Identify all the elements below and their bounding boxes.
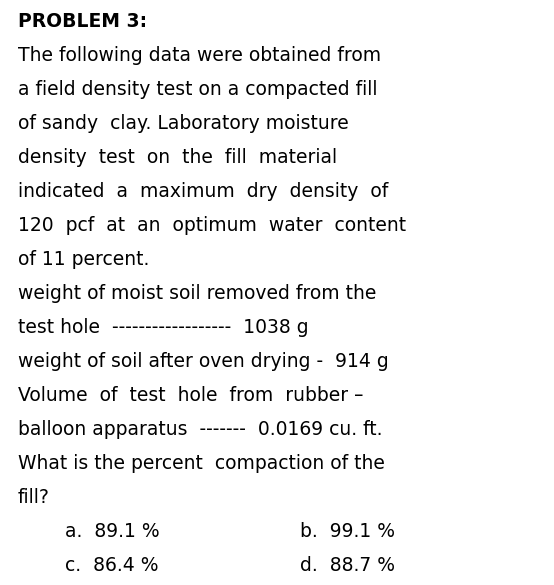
Text: d.  88.7 %: d. 88.7 % — [300, 556, 395, 575]
Text: density  test  on  the  fill  material: density test on the fill material — [18, 148, 337, 167]
Text: weight of soil after oven drying -  914 g: weight of soil after oven drying - 914 g — [18, 352, 389, 371]
Text: a.  89.1 %: a. 89.1 % — [65, 522, 160, 541]
Text: a field density test on a compacted fill: a field density test on a compacted fill — [18, 80, 377, 99]
Text: weight of moist soil removed from the: weight of moist soil removed from the — [18, 284, 376, 303]
Text: of 11 percent.: of 11 percent. — [18, 250, 150, 269]
Text: balloon apparatus  -------  0.0169 cu. ft.: balloon apparatus ------- 0.0169 cu. ft. — [18, 420, 382, 439]
Text: What is the percent  compaction of the: What is the percent compaction of the — [18, 454, 385, 473]
Text: 120  pcf  at  an  optimum  water  content: 120 pcf at an optimum water content — [18, 216, 406, 235]
Text: of sandy  clay. Laboratory moisture: of sandy clay. Laboratory moisture — [18, 114, 349, 133]
Text: Volume  of  test  hole  from  rubber –: Volume of test hole from rubber – — [18, 386, 363, 405]
Text: fill?: fill? — [18, 488, 50, 507]
Text: b.  99.1 %: b. 99.1 % — [300, 522, 395, 541]
Text: test hole  ------------------  1038 g: test hole ------------------ 1038 g — [18, 318, 309, 337]
Text: The following data were obtained from: The following data were obtained from — [18, 46, 381, 65]
Text: c.  86.4 %: c. 86.4 % — [65, 556, 158, 575]
Text: PROBLEM 3:: PROBLEM 3: — [18, 12, 147, 31]
Text: indicated  a  maximum  dry  density  of: indicated a maximum dry density of — [18, 182, 388, 201]
